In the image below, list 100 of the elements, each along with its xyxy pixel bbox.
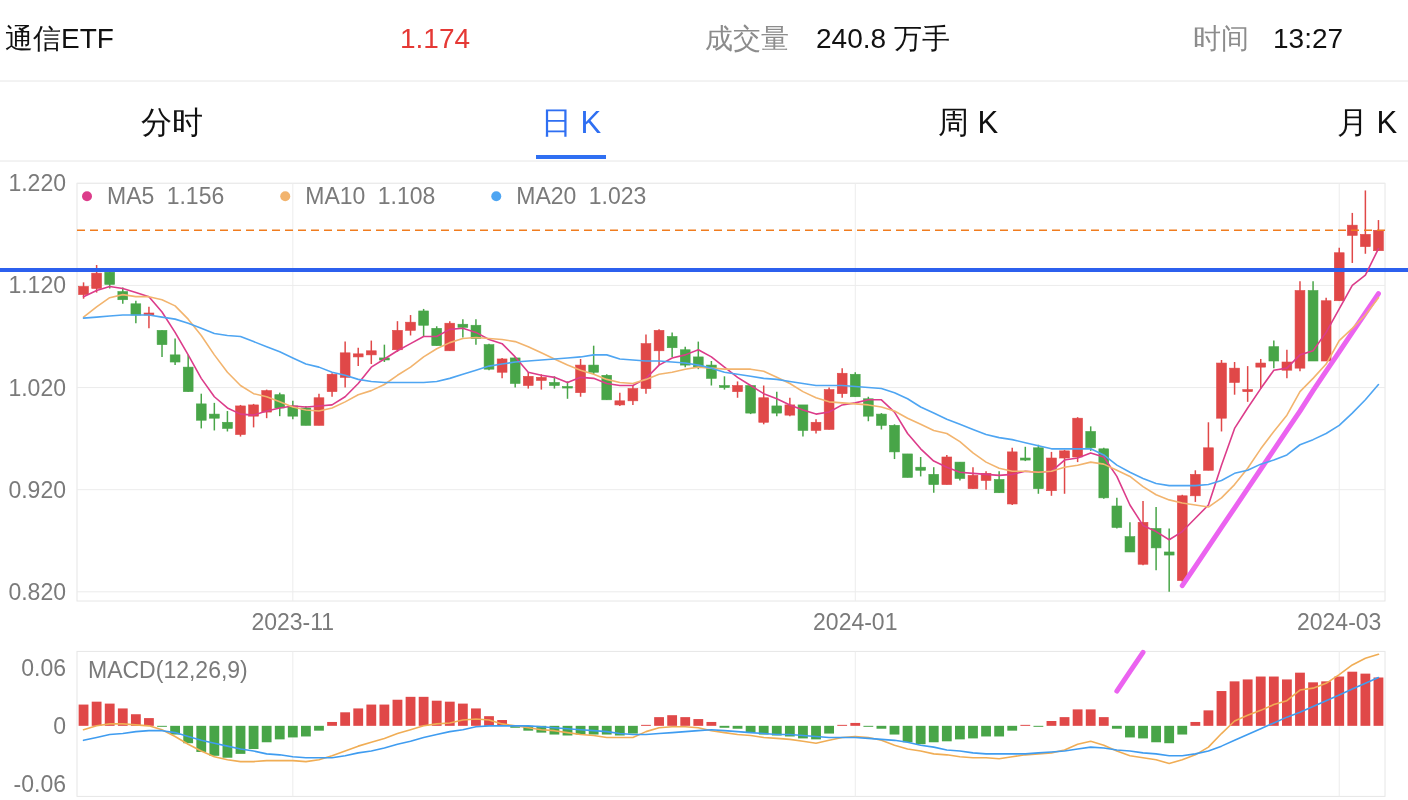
candlestick bbox=[1229, 361, 1240, 396]
y-tick-label: 0 bbox=[53, 712, 66, 739]
bar bbox=[1072, 709, 1083, 726]
y-tick-label: 0.06 bbox=[21, 654, 66, 681]
x-tick-label: 2023-11 bbox=[251, 609, 335, 635]
line-series bbox=[82, 653, 1380, 765]
text: 1.174 bbox=[400, 22, 471, 54]
legend-label: MA20 1.023 bbox=[516, 183, 647, 210]
bar bbox=[693, 719, 704, 726]
candlestick bbox=[850, 371, 861, 398]
text: 周 K bbox=[937, 104, 999, 140]
y-tick-label: 0.820 bbox=[8, 578, 66, 605]
bar bbox=[418, 696, 429, 726]
bar bbox=[1046, 721, 1057, 726]
candlestick bbox=[209, 402, 220, 432]
bar bbox=[1203, 710, 1214, 726]
bar bbox=[78, 704, 89, 726]
bar bbox=[353, 708, 364, 726]
legend-label: MA10 1.108 bbox=[305, 183, 436, 210]
line-series bbox=[82, 293, 1380, 508]
candlestick bbox=[1124, 521, 1136, 553]
bar bbox=[1281, 679, 1292, 726]
bar bbox=[261, 725, 272, 743]
text: 时间 bbox=[1193, 22, 1249, 54]
candlestick bbox=[771, 390, 782, 417]
candlestick bbox=[653, 328, 665, 366]
candlestick bbox=[392, 320, 403, 353]
bar bbox=[915, 725, 926, 745]
bar bbox=[1347, 671, 1358, 726]
bar bbox=[706, 721, 717, 726]
candlestick bbox=[1242, 365, 1253, 403]
bar bbox=[732, 725, 743, 729]
bar bbox=[1151, 725, 1161, 743]
candlestick bbox=[1347, 212, 1358, 264]
bar bbox=[444, 701, 455, 726]
candlestick bbox=[993, 470, 1005, 494]
bar bbox=[1111, 725, 1122, 729]
bar bbox=[287, 725, 298, 738]
bar bbox=[1242, 679, 1253, 726]
candlestick bbox=[967, 466, 979, 490]
legend-label: MA5 1.156 bbox=[107, 183, 225, 210]
bar bbox=[1216, 691, 1227, 726]
candlestick bbox=[1373, 219, 1384, 252]
bar bbox=[471, 708, 481, 726]
bar bbox=[144, 718, 154, 726]
candlestick bbox=[156, 329, 168, 358]
text: 13:27 bbox=[1273, 22, 1344, 54]
bar bbox=[1334, 676, 1345, 726]
bar bbox=[628, 725, 638, 734]
bar bbox=[248, 725, 259, 750]
x-tick-label: 2024-03 bbox=[1297, 609, 1382, 635]
bar bbox=[1360, 673, 1371, 726]
bar bbox=[327, 721, 337, 726]
candlestick bbox=[326, 372, 338, 398]
candlestick bbox=[1163, 527, 1175, 593]
candlestick bbox=[1190, 469, 1201, 503]
bar bbox=[981, 725, 991, 737]
candlestick bbox=[1203, 421, 1214, 472]
bar bbox=[405, 696, 416, 726]
candlestick bbox=[1111, 497, 1123, 530]
bar bbox=[91, 701, 102, 726]
text: 月 K bbox=[1336, 104, 1398, 140]
text: 240.8 万手 bbox=[816, 22, 950, 54]
text: 分时 bbox=[141, 104, 203, 140]
candlestick bbox=[1255, 358, 1266, 390]
bar bbox=[941, 725, 952, 742]
bar bbox=[889, 725, 900, 735]
candlestick bbox=[666, 331, 678, 358]
bar bbox=[301, 725, 311, 737]
y-tick-label: 0.920 bbox=[8, 476, 66, 503]
bar bbox=[1255, 676, 1266, 726]
bar bbox=[431, 700, 442, 726]
bar bbox=[1007, 725, 1018, 731]
bar bbox=[379, 704, 390, 726]
candlestick bbox=[1268, 339, 1280, 369]
chart-title: MACD(12,26,9) bbox=[88, 657, 248, 684]
candlestick bbox=[902, 453, 913, 479]
bar bbox=[1059, 717, 1070, 726]
bar bbox=[876, 725, 887, 729]
candlestick bbox=[222, 410, 233, 433]
candlestick bbox=[130, 300, 142, 324]
bar bbox=[1373, 677, 1384, 726]
bar bbox=[457, 703, 468, 726]
x-tick-label: 2024-01 bbox=[813, 609, 898, 635]
bar bbox=[314, 725, 324, 731]
bar bbox=[955, 725, 965, 740]
bar bbox=[654, 717, 664, 726]
candlestick bbox=[588, 344, 599, 376]
bar bbox=[209, 725, 220, 756]
bar bbox=[1308, 682, 1318, 726]
bar bbox=[1085, 709, 1096, 726]
candlestick bbox=[1150, 506, 1162, 572]
bar bbox=[274, 725, 285, 740]
y-tick-label: 1.120 bbox=[8, 272, 66, 299]
bar bbox=[104, 703, 115, 726]
bar bbox=[1190, 721, 1201, 726]
bar bbox=[340, 712, 351, 726]
bar bbox=[1164, 725, 1175, 744]
candlestick bbox=[366, 339, 377, 365]
y-tick-label: 1.220 bbox=[8, 170, 66, 197]
